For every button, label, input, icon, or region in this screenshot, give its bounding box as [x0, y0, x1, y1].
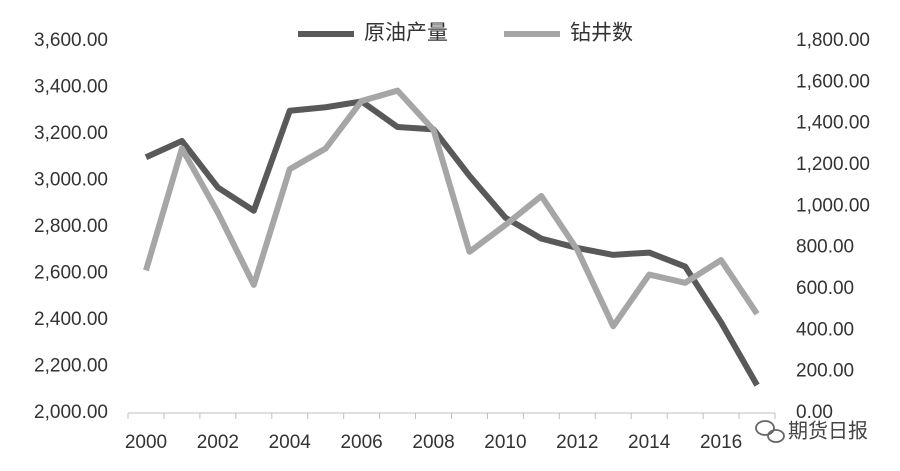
y-tick-label: 3,600.00 [34, 30, 108, 51]
y-tick-label: 3,000.00 [34, 170, 108, 191]
x-tick-label: 2002 [197, 432, 239, 453]
x-tick-label: 2010 [484, 432, 526, 453]
y-tick-label: 2,800.00 [34, 216, 108, 237]
y2-tick-label: 1,400.00 [796, 113, 870, 134]
y-tick-label: 3,400.00 [34, 77, 108, 98]
y-tick-label: 2,400.00 [34, 309, 108, 330]
series-line [143, 87, 760, 330]
x-tick-label: 2012 [556, 432, 598, 453]
y-tick-label: 3,200.00 [34, 123, 108, 144]
legend-label: 钻井数 [570, 22, 633, 45]
y2-tick-label: 800.00 [796, 237, 854, 258]
y2-tick-label: 1,600.00 [796, 71, 870, 92]
x-tick-label: 2008 [412, 432, 454, 453]
x-tick-label: 2006 [340, 432, 382, 453]
y-tick-label: 2,000.00 [34, 402, 108, 423]
y2-tick-label: 600.00 [796, 278, 854, 299]
y2-tick-label: 200.00 [796, 361, 854, 382]
y2-tick-label: 1,000.00 [796, 195, 870, 216]
x-tick-label: 2016 [700, 432, 742, 453]
y-tick-label: 2,200.00 [34, 356, 108, 377]
watermark-icon [755, 420, 785, 443]
x-tick-label: 2004 [269, 432, 312, 453]
legend-label: 原油产量 [364, 22, 448, 45]
watermark: 期货日报 [788, 419, 868, 442]
series-line [144, 98, 760, 387]
y2-tick-label: 400.00 [796, 319, 854, 340]
x-tick-label: 2000 [125, 432, 167, 453]
y2-tick-label: 1,200.00 [796, 154, 870, 175]
y2-tick-label: 0.00 [796, 402, 833, 423]
y2-tick-label: 1,800.00 [796, 30, 870, 51]
y-tick-label: 2,600.00 [34, 263, 108, 284]
x-tick-label: 2014 [628, 432, 671, 453]
